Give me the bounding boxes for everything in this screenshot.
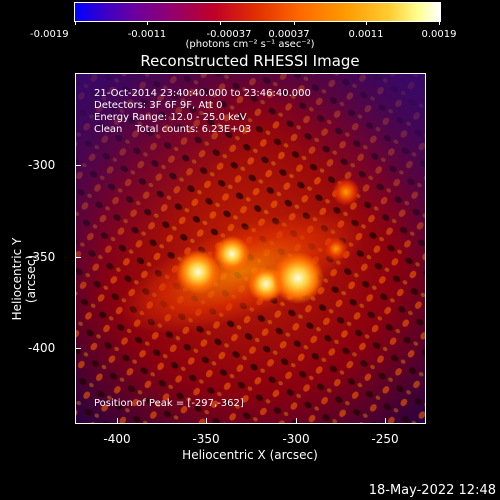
x-axis-label: Heliocentric X (arcsec) <box>182 448 318 462</box>
rhessi-image <box>76 74 425 423</box>
x-tick-mark <box>296 418 297 424</box>
colorbar-tick-label: -0.00037 <box>206 29 252 40</box>
image-plot: 21-Oct-2014 23:40:40.000 to 23:46:40.000… <box>75 73 426 424</box>
colorbar-tick-mark <box>75 21 76 25</box>
colorbar <box>74 2 441 22</box>
x-tick-label: -300 <box>282 432 310 446</box>
colorbar-tick-mark <box>366 21 367 25</box>
y-tick-label: -350 <box>28 250 56 264</box>
y-tick-label: -400 <box>28 341 56 355</box>
x-tick-mark <box>206 418 207 424</box>
x-tick-label: -250 <box>371 432 399 446</box>
y-axis-label: Heliocentric Y (arcsec) <box>10 237 38 321</box>
colorbar-tick-mark <box>220 21 221 25</box>
y-tick-mark <box>75 348 81 349</box>
colorbar-tick-mark <box>147 21 148 25</box>
image-title: Reconstructed RHESSI Image <box>140 52 360 70</box>
colorbar-tick-label: 0.0019 <box>421 29 457 40</box>
plot-datestamp: 18-May-2022 12:48 <box>368 483 496 498</box>
colorbar-tick-label: 0.0011 <box>348 29 384 40</box>
y-tick-mark <box>75 165 81 166</box>
y-tick-mark <box>75 257 81 258</box>
colorbar-units: (photons cm⁻² s⁻¹ asec⁻²) <box>185 39 315 50</box>
x-tick-mark <box>385 418 386 424</box>
y-tick-label: -300 <box>28 158 56 172</box>
time-range-label: 21-Oct-2014 23:40:40.000 to 23:46:40.000 <box>94 88 311 99</box>
peak-position-label: Position of Peak = [-297,-362] <box>94 398 244 409</box>
colorbar-tick-label: -0.0011 <box>127 29 167 40</box>
x-tick-label: -350 <box>192 432 220 446</box>
clean-counts-label: Clean Total counts: 6.23E+03 <box>94 124 252 135</box>
colorbar-tick-mark <box>294 21 295 25</box>
colorbar-tick-mark <box>439 21 440 25</box>
energy-range-label: Energy Range: 12.0 - 25.0 keV <box>94 112 247 123</box>
detectors-label: Detectors: 3F 6F 9F, Att 0 <box>94 100 223 111</box>
colorbar-tick-label: 0.00037 <box>268 29 310 40</box>
x-tick-label: -400 <box>103 432 131 446</box>
x-tick-mark <box>117 418 118 424</box>
colorbar-tick-label: -0.0019 <box>30 29 69 40</box>
